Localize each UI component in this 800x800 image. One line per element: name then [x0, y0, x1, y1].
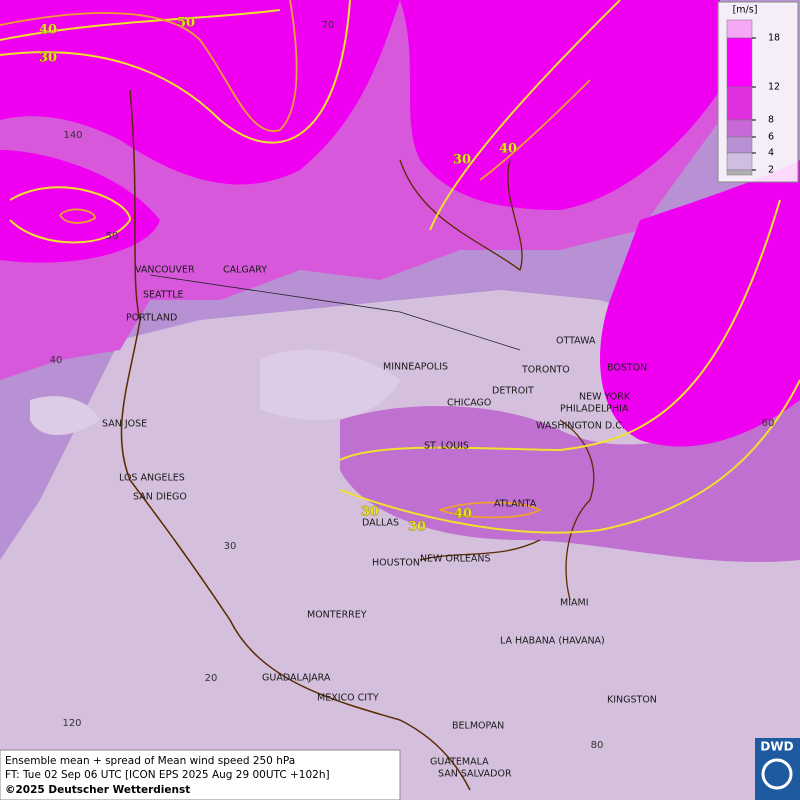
- contour-label: 50: [177, 16, 195, 31]
- caption-time: FT: Tue 02 Sep 06 UTC [ICON EPS 2025 Aug…: [5, 769, 330, 781]
- city-label: BELMOPAN: [452, 721, 504, 732]
- city-label: OTTAWA: [556, 336, 596, 347]
- caption-box: [0, 749, 401, 800]
- city-label: VANCOUVER: [135, 265, 195, 276]
- coastline: [399, 159, 595, 601]
- logo-swirl: [761, 758, 793, 790]
- city-label: MIAMI: [560, 598, 589, 609]
- legend-swatch: [726, 136, 753, 154]
- spread-region: [600, 160, 800, 447]
- low-spread: [30, 349, 400, 435]
- legend-swatch: [726, 86, 753, 121]
- legend-label: 18: [768, 33, 780, 44]
- city-label: CHICAGO: [447, 398, 491, 409]
- graticule-label: 40: [50, 355, 63, 366]
- legend-swatch: [726, 119, 753, 138]
- city-label: WASHINGTON D.C.: [536, 421, 625, 432]
- legend-label: 6: [768, 132, 774, 143]
- city-label: ST. LOUIS: [424, 441, 469, 452]
- contour-label: 30: [39, 51, 57, 66]
- legend-swatch: [726, 169, 753, 176]
- graticule-label: 120: [62, 718, 81, 729]
- border: [149, 274, 521, 351]
- city-label: SEATTLE: [143, 290, 184, 301]
- city-label: KINGSTON: [607, 695, 657, 706]
- city-label: MINNEAPOLIS: [383, 362, 448, 373]
- contour-label: 40: [454, 507, 472, 522]
- graticule-label: 20: [205, 673, 218, 684]
- legend-label: 2: [768, 165, 774, 176]
- city-label: CALGARY: [223, 265, 267, 276]
- graticule-label: 70: [322, 20, 335, 31]
- city-label: GUATEMALA: [430, 757, 489, 768]
- spread-region: [400, 0, 720, 210]
- caption-title: Ensemble mean + spread of Mean wind spee…: [5, 755, 295, 767]
- city-label: SAN DIEGO: [133, 492, 187, 503]
- graticule-label: 80: [591, 740, 604, 751]
- graticule-label: 50: [106, 231, 119, 242]
- city-label: SAN JOSE: [102, 419, 147, 430]
- contour-label: 30: [453, 153, 471, 168]
- coastline: [120, 89, 471, 791]
- city-label: DETROIT: [492, 386, 534, 397]
- city-label: PORTLAND: [126, 313, 177, 324]
- city-label: LOS ANGELES: [119, 473, 185, 484]
- city-label: HOUSTON: [372, 558, 420, 569]
- legend-swatch: [726, 152, 753, 171]
- legend-swatch: [726, 37, 753, 88]
- contour-label: 40: [39, 23, 57, 38]
- city-label: MONTERREY: [307, 610, 367, 621]
- contour-30: [0, 0, 800, 534]
- city-label: NEW YORK: [579, 392, 631, 403]
- legend-unit: [m/s]: [733, 5, 758, 16]
- logo: DWD: [760, 740, 793, 754]
- contour-label: 30: [361, 505, 379, 520]
- city-label: MEXICO CITY: [317, 693, 379, 704]
- city-label: LA HABANA (HAVANA): [500, 636, 605, 647]
- city-label: NEW ORLEANS: [420, 554, 491, 565]
- spread-region: [0, 150, 160, 263]
- copyright: ©2025 Deutscher Wetterdienst: [5, 784, 190, 796]
- graticule-label: 140: [63, 130, 82, 141]
- city-label: TORONTO: [521, 365, 570, 376]
- city-label: SAN SALVADOR: [438, 769, 512, 780]
- contour-40: [0, 0, 591, 519]
- city-label: ATLANTA: [494, 499, 537, 510]
- city-label: DALLAS: [362, 518, 399, 529]
- legend-label: 8: [768, 115, 774, 126]
- city-label: PHILADELPHIA: [560, 404, 629, 415]
- spread-region: [0, 0, 400, 185]
- city-label: GUADALAJARA: [262, 673, 331, 684]
- contour-label: 40: [499, 142, 517, 157]
- graticule-label: 30: [224, 541, 237, 552]
- legend-label: 12: [768, 82, 780, 93]
- legend-label: 4: [768, 148, 774, 159]
- contour-label: 30: [408, 520, 426, 535]
- legend-swatch: [726, 19, 753, 39]
- city-label: BOSTON: [607, 363, 647, 374]
- graticule-label: 60: [762, 418, 775, 429]
